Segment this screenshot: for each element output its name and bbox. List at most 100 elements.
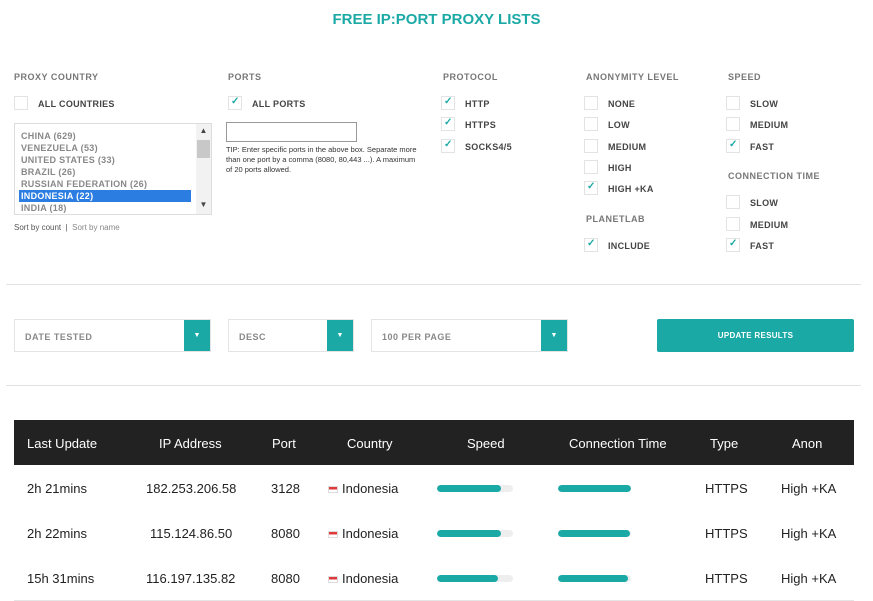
proxy-country-label: PROXY COUNTRY (14, 72, 99, 82)
country-items: CHINA (629) VENEZUELA (53) UNITED STATES… (15, 130, 197, 214)
sort-separator: | (65, 223, 68, 232)
protocol-checkbox[interactable] (441, 117, 455, 131)
all-countries-label: ALL COUNTRIES (38, 99, 115, 109)
col-header-connection-time[interactable]: Connection Time (569, 436, 667, 451)
country-listbox[interactable]: CHINA (629) VENEZUELA (53) UNITED STATES… (14, 123, 212, 215)
col-header-last-update[interactable]: Last Update (27, 436, 98, 451)
scrollbar-thumb[interactable] (197, 140, 210, 158)
triangle-down-icon[interactable]: ▼ (327, 320, 353, 351)
anon-checkbox[interactable] (584, 117, 598, 131)
chevron-up-icon[interactable]: ▲ (199, 126, 208, 135)
speed-label: SPEED (728, 72, 762, 82)
anon-checkbox[interactable] (584, 160, 598, 174)
speed-checkbox[interactable] (726, 139, 740, 153)
col-header-port[interactable]: Port (272, 436, 296, 451)
connection-time-label: CONNECTION TIME (728, 171, 820, 181)
protocol-label-http: HTTP (465, 99, 490, 109)
speed-checkbox[interactable] (726, 96, 740, 110)
table-row: 2h 21mins 182.253.206.58 3128 Indonesia … (14, 465, 854, 511)
country-name: Indonesia (342, 526, 399, 541)
conn-checkbox[interactable] (726, 195, 740, 209)
cell-type: HTTPS (705, 571, 748, 586)
cell-country: Indonesia (328, 526, 398, 541)
country-item[interactable]: RUSSIAN FEDERATION (26) (21, 179, 148, 189)
chevron-down-icon[interactable]: ▼ (199, 200, 208, 209)
update-results-button[interactable]: UPDATE RESULTS (657, 319, 854, 352)
speed-bar-fill (437, 530, 501, 537)
table-row: 2h 22mins 115.124.86.50 8080 Indonesia H… (14, 510, 854, 556)
cell-type: HTTPS (705, 481, 748, 496)
cell-ip: 182.253.206.58 (146, 481, 237, 496)
country-name: Indonesia (342, 571, 399, 586)
sort-field-select[interactable]: DATE TESTED ▼ (14, 319, 211, 352)
indonesia-flag-icon (328, 576, 338, 584)
table-row: 15h 31mins 116.197.135.82 8080 Indonesia… (14, 555, 854, 601)
anon-checkbox[interactable] (584, 139, 598, 153)
per-page-select[interactable]: 100 PER PAGE ▼ (371, 319, 568, 352)
cell-port: 3128 (271, 481, 300, 496)
sort-by-count-link[interactable]: Sort by count (14, 223, 62, 232)
speed-bar-fill (437, 485, 501, 492)
planetlab-checkbox[interactable] (584, 238, 598, 252)
triangle-down-icon[interactable]: ▼ (184, 320, 210, 351)
country-item[interactable]: INDONESIA (22) (19, 190, 191, 202)
col-header-anon[interactable]: Anon (792, 436, 823, 451)
country-item[interactable]: CHINA (629) (21, 131, 76, 141)
connection-time-bar (558, 530, 631, 537)
col-header-speed[interactable]: Speed (467, 436, 505, 451)
protocol-label: PROTOCOL (443, 72, 498, 82)
cell-last-update: 15h 31mins (27, 571, 95, 586)
indonesia-flag-icon (328, 531, 338, 539)
protocol-checkbox[interactable] (441, 96, 455, 110)
country-item[interactable]: VENEZUELA (53) (21, 143, 98, 153)
per-page-value: 100 PER PAGE (382, 332, 452, 342)
protocol-label-https: HTTPS (465, 120, 497, 130)
connection-time-bar (558, 485, 631, 492)
cell-country: Indonesia (328, 481, 398, 496)
speed-bar (437, 575, 513, 582)
table-header: Last Update IP Address Port Country Spee… (14, 420, 854, 465)
sort-order-select[interactable]: DESC ▼ (228, 319, 354, 352)
protocol-checkbox[interactable] (441, 139, 455, 153)
conn-label-medium: MEDIUM (750, 220, 789, 230)
sort-order-value: DESC (239, 332, 267, 342)
connection-time-bar-fill (558, 530, 631, 537)
country-name: Indonesia (342, 481, 399, 496)
triangle-down-icon[interactable]: ▼ (541, 320, 567, 351)
indonesia-flag-icon (328, 486, 338, 494)
protocol-label-socks: SOCKS4/5 (465, 142, 512, 152)
anon-checkbox[interactable] (584, 96, 598, 110)
speed-bar-fill (437, 575, 498, 582)
sort-by-name-link[interactable]: Sort by name (72, 223, 120, 232)
sort-field-value: DATE TESTED (25, 332, 93, 342)
all-ports-label: ALL PORTS (252, 99, 306, 109)
conn-checkbox[interactable] (726, 217, 740, 231)
country-item[interactable]: BRAZIL (26) (21, 167, 76, 177)
country-item[interactable]: UNITED STATES (33) (21, 155, 116, 165)
anon-label-high-ka: HIGH +KA (608, 184, 654, 194)
speed-checkbox[interactable] (726, 117, 740, 131)
conn-checkbox[interactable] (726, 238, 740, 252)
anon-label-low: LOW (608, 120, 630, 130)
all-countries-checkbox[interactable] (14, 96, 28, 110)
country-item[interactable]: INDIA (18) (21, 203, 67, 213)
ports-input[interactable] (226, 122, 357, 142)
connection-time-bar (558, 575, 631, 582)
conn-label-slow: SLOW (750, 198, 779, 208)
anon-label-none: NONE (608, 99, 636, 109)
country-sort-links: Sort by count | Sort by name (14, 223, 120, 232)
all-ports-checkbox[interactable] (228, 96, 242, 110)
cell-anon: High +KA (781, 481, 837, 496)
anon-label-medium: MEDIUM (608, 142, 647, 152)
cell-port: 8080 (271, 571, 300, 586)
col-header-ip[interactable]: IP Address (159, 436, 222, 451)
col-header-country[interactable]: Country (347, 436, 393, 451)
anon-checkbox[interactable] (584, 181, 598, 195)
country-scrollbar[interactable]: ▲ ▼ (196, 124, 211, 214)
ports-tip: TIP: Enter specific ports in the above b… (226, 145, 417, 174)
col-header-type[interactable]: Type (710, 436, 739, 451)
cell-country: Indonesia (328, 571, 398, 586)
speed-label-slow: SLOW (750, 99, 779, 109)
cell-last-update: 2h 22mins (27, 526, 87, 541)
cell-anon: High +KA (781, 571, 837, 586)
